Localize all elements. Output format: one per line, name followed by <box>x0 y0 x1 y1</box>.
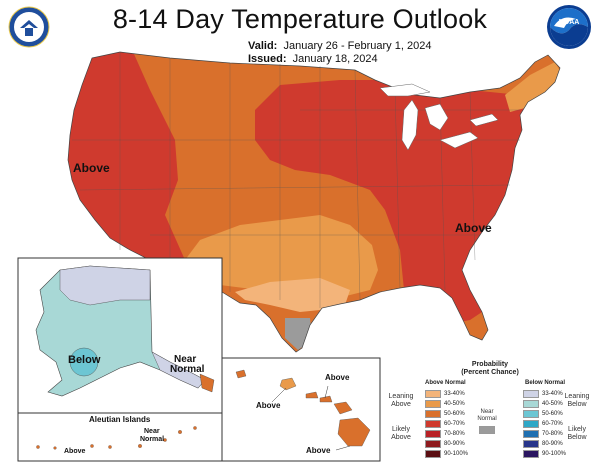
near-normal-swatch <box>479 426 495 434</box>
legend-above-swatch-1 <box>425 400 441 408</box>
legend-above-row-5: 80-90% <box>425 440 465 448</box>
legend-below-row-2: 50-60% <box>523 410 563 418</box>
new-england-40-50-zone <box>505 62 560 112</box>
aleutian-title: Aleutian Islands <box>89 415 151 424</box>
aleutian-normal-label: Normal <box>140 436 165 443</box>
noaa-logo-text: NOAA <box>559 19 580 26</box>
legend-above-range-3: 60-70% <box>444 421 465 427</box>
legend-above-range-2: 50-60% <box>444 411 465 417</box>
legend-subtitle: (Percent Chance) <box>461 369 519 376</box>
legend-below-row-6: 90-100% <box>523 450 566 458</box>
hawaii-above-label-1: Above <box>256 401 281 410</box>
legend-below-range-5: 80-90% <box>542 441 563 447</box>
legend-below-row-3: 60-70% <box>523 420 563 428</box>
legend-below-swatch-5 <box>523 440 539 448</box>
legend-below-swatch-4 <box>523 430 539 438</box>
legend-below-range-3: 60-70% <box>542 421 563 427</box>
hawaii-above-label-3: Above <box>306 446 331 455</box>
alaska-southwest-50-60-below <box>69 347 99 377</box>
hawaii-above-label-2: Above <box>325 373 350 382</box>
hawaii-islands-shapes <box>235 369 371 447</box>
legend-above-row-4: 70-80% <box>425 430 465 438</box>
legend-above-range-1: 40-50% <box>444 401 465 407</box>
legend-below-range-0: 33-40% <box>542 391 563 397</box>
leaning-below-text-1: Leaning <box>564 393 590 400</box>
legend-below-row-0: 33-40% <box>523 390 563 398</box>
noaa-logo-icon: NOAA <box>547 5 591 49</box>
texas-33-40-zone <box>235 278 350 312</box>
legend-below-header: Below Normal <box>525 380 566 386</box>
hawaii-leader-lines <box>271 385 351 451</box>
legend-below-row-4: 70-80% <box>523 430 563 438</box>
legend-above-range-4: 70-80% <box>444 431 465 437</box>
likely-above-text-2: Above <box>391 434 411 441</box>
legend-below-range-2: 50-60% <box>542 411 563 417</box>
aleutian-near-label: Near <box>144 428 160 435</box>
legend-above-swatch-3 <box>425 420 441 428</box>
legend-above-header: Above Normal <box>425 380 466 386</box>
southern-plains-40-50-zone <box>185 215 378 300</box>
leaning-below-text-2: Below <box>567 401 587 408</box>
legend-above-range-6: 90-100% <box>444 451 469 457</box>
likely-below-text-1: Likely <box>568 426 586 433</box>
alaska-southeast-above <box>199 373 215 393</box>
issued-label: Issued: <box>248 53 287 65</box>
legend-above-range-5: 80-90% <box>444 441 465 447</box>
leaning-above-text-2: Above <box>391 401 411 408</box>
probability-legend: Probability (Percent Chance) Above Norma… <box>381 360 599 463</box>
alaska-normal-label: Normal <box>170 364 205 375</box>
east-above-label: Above <box>455 221 492 235</box>
legend-above-row-2: 50-60% <box>425 410 465 418</box>
likely-above-text-1: Likely <box>392 426 410 433</box>
legend-below-swatch-6 <box>523 450 539 458</box>
commerce-seal-icon <box>8 6 50 48</box>
alaska-below-label: Below <box>68 354 101 366</box>
legend-below-swatch-2 <box>523 410 539 418</box>
legend-above-swatch-0 <box>425 390 441 398</box>
valid-issued-dates: Valid: January 26 - February 1, 2024 Iss… <box>248 40 431 66</box>
legend-above-row-6: 90-100% <box>425 450 468 458</box>
legend-above-row-3: 60-70% <box>425 420 465 428</box>
legend-above-range-0: 33-40% <box>444 391 465 397</box>
near-normal-text-2: Normal <box>477 416 497 422</box>
alaska-north-slope-33-40-below <box>59 265 151 306</box>
legend-below-swatch-1 <box>523 400 539 408</box>
legend-below-range-4: 70-80% <box>542 431 563 437</box>
west-above-label: Above <box>73 161 110 175</box>
legend-above-swatch-2 <box>425 410 441 418</box>
legend-above-swatch-5 <box>425 440 441 448</box>
valid-dates: January 26 - February 1, 2024 <box>283 40 432 52</box>
likely-below-text-2: Below <box>567 434 587 441</box>
legend-above-swatch-4 <box>425 430 441 438</box>
legend-above-swatch-6 <box>425 450 441 458</box>
aleutian-islands-shapes <box>36 426 197 450</box>
legend-below-swatch-3 <box>523 420 539 428</box>
valid-label: Valid: <box>248 40 278 52</box>
legend-below-range-6: 90-100% <box>542 451 567 457</box>
legend-above-row-1: 40-50% <box>425 400 465 408</box>
aleutian-above-label: Above <box>64 448 86 455</box>
aleutian-inset-frame <box>17 412 223 462</box>
great-lakes <box>379 83 499 151</box>
leaning-above-text-1: Leaning <box>388 393 414 400</box>
legend-below-row-5: 80-90% <box>523 440 563 448</box>
issued-date: January 18, 2024 <box>292 53 378 65</box>
legend-above-row-0: 33-40% <box>425 390 465 398</box>
legend-title: Probability <box>471 361 509 368</box>
page-title: 8-14 Day Temperature Outlook <box>112 4 488 34</box>
alaska-near-label: Near <box>174 354 197 365</box>
legend-below-row-1: 40-50% <box>523 400 563 408</box>
legend-below-swatch-0 <box>523 390 539 398</box>
near-normal-text-1: Near <box>480 409 494 415</box>
legend-below-range-1: 40-50% <box>542 401 563 407</box>
